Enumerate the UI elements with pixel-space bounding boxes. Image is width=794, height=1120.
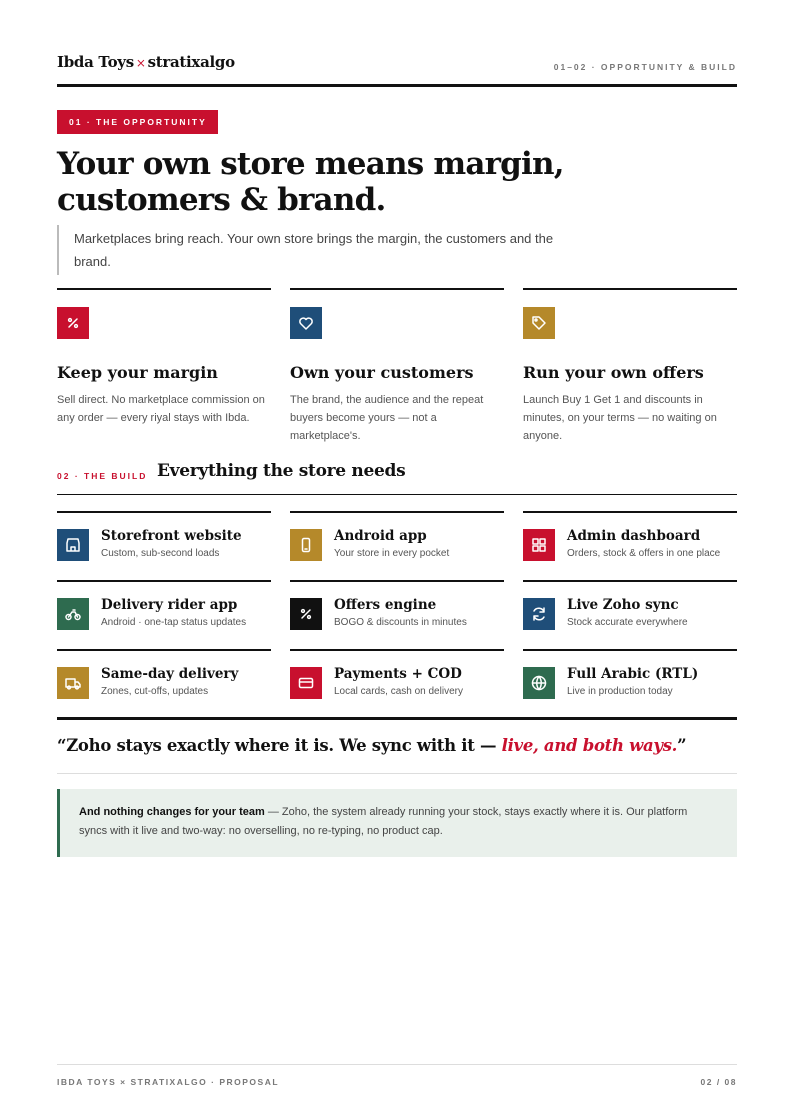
icon-glyph [301, 537, 311, 553]
feature-subtitle: Local cards, cash on delivery [334, 686, 463, 697]
badge: 01 · THE OPPORTUNITY [57, 110, 218, 134]
feature: Offers engine BOGO & discounts in minutes [290, 580, 504, 649]
footer-right: 02 / 08 [700, 1077, 737, 1087]
feature: Live Zoho sync Stock accurate everywhere [523, 580, 737, 649]
icon-glyph [299, 317, 313, 330]
icon [290, 529, 322, 561]
footer-rule [57, 1064, 737, 1065]
note: And nothing changes for your team — Zoho… [57, 789, 737, 857]
thin-rule [57, 773, 737, 774]
brand: Ibda Toys [57, 53, 134, 71]
section-label: 01–02 · OPPORTUNITY & BUILD [553, 62, 737, 72]
icon-glyph [65, 678, 81, 690]
feature-title: Payments + COD [334, 666, 462, 682]
icon [290, 307, 322, 339]
card-text: Sell direct. No marketplace commission o… [57, 394, 265, 424]
feature-subtitle: Zones, cut-offs, updates [101, 686, 209, 697]
headline-line: Your own store means margin, [57, 146, 565, 182]
feature-title: Android app [334, 528, 427, 544]
icon [290, 598, 322, 630]
feature-title: Full Arabic (RTL) [567, 666, 699, 682]
section-title: Everything the store needs [157, 461, 406, 481]
feature: Admin dashboard Orders, stock & offers in… [523, 511, 737, 580]
feature-subtitle: Orders, stock & offers in one place [567, 548, 721, 559]
feature-title: Offers engine [334, 597, 437, 613]
icon-glyph [531, 675, 547, 691]
partner: stratixalgo [147, 53, 235, 71]
icon [523, 307, 555, 339]
icon [523, 667, 555, 699]
feature-subtitle: BOGO & discounts in minutes [334, 617, 467, 628]
quote-text: “Zoho stays exactly where it is. We sync… [57, 736, 502, 755]
feature-title: Live Zoho sync [567, 597, 679, 613]
section-rule [57, 494, 737, 495]
card: Run your own offers Launch Buy 1 Get 1 an… [523, 288, 737, 445]
brand-line: Ibda Toys × stratixalgo [57, 53, 235, 71]
feature-title: Storefront website [101, 528, 242, 544]
card: Own your customers The brand, the audienc… [290, 288, 504, 445]
feature: Android app Your store in every pocket [290, 511, 504, 580]
icon [57, 307, 89, 339]
note-text: — Zoho, the system already running your … [79, 806, 688, 837]
icon-glyph [67, 317, 79, 329]
quote: “Zoho stays exactly where it is. We sync… [57, 736, 687, 755]
card-title: Run your own offers [523, 363, 704, 382]
icon-glyph [532, 538, 546, 552]
headline-line: customers & brand. [57, 182, 386, 218]
feature: Same-day delivery Zones, cut-offs, update… [57, 649, 271, 718]
icon-glyph [65, 609, 81, 621]
card-text: The brand, the audience and the repeat b… [290, 394, 484, 442]
feature-subtitle: Android · one-tap status updates [101, 617, 247, 628]
header-rule [57, 84, 737, 87]
quote-emphasis: live, and both ways. [501, 736, 678, 755]
quote-rule [57, 717, 737, 720]
icon-glyph [298, 677, 314, 689]
quote-close: ” [677, 736, 687, 755]
card-title: Own your customers [290, 363, 474, 382]
feature-subtitle: Live in production today [567, 686, 673, 697]
card-text: Launch Buy 1 Get 1 and discounts in minu… [523, 394, 717, 442]
feature-title: Same-day delivery [101, 666, 239, 682]
feature-title: Admin dashboard [567, 528, 701, 544]
footer-left: IBDA TOYS × STRATIXALGO · PROPOSAL [57, 1077, 280, 1087]
icon-glyph [300, 608, 312, 620]
icon-glyph [533, 607, 545, 621]
icon [57, 667, 89, 699]
feature: Delivery rider app Android · one-tap stat… [57, 580, 271, 649]
feature: Payments + COD Local cards, cash on deliv… [290, 649, 504, 718]
feature-subtitle: Stock accurate everywhere [567, 617, 688, 628]
icon-glyph [66, 538, 80, 552]
feature: Full Arabic (RTL) Live in production toda… [523, 649, 737, 718]
note-strong: And nothing changes for your team [79, 806, 265, 818]
card: Keep your margin Sell direct. No marketpl… [57, 288, 271, 427]
feature-subtitle: Your store in every pocket [334, 548, 450, 559]
icon [57, 529, 89, 561]
icon-glyph [532, 316, 546, 330]
separator: × [135, 56, 146, 70]
badge: 02 · THE BUILD [57, 471, 148, 481]
card-title: Keep your margin [57, 363, 218, 382]
icon [523, 598, 555, 630]
headline: Your own store means margin, customers & … [57, 146, 565, 218]
lead: Marketplaces bring reach. Your own store… [57, 225, 577, 275]
icon [523, 529, 555, 561]
feature: Storefront website Custom, sub-second loa… [57, 511, 271, 580]
feature-subtitle: Custom, sub-second loads [101, 548, 220, 559]
icon [290, 667, 322, 699]
icon [57, 598, 89, 630]
feature-title: Delivery rider app [101, 597, 238, 613]
